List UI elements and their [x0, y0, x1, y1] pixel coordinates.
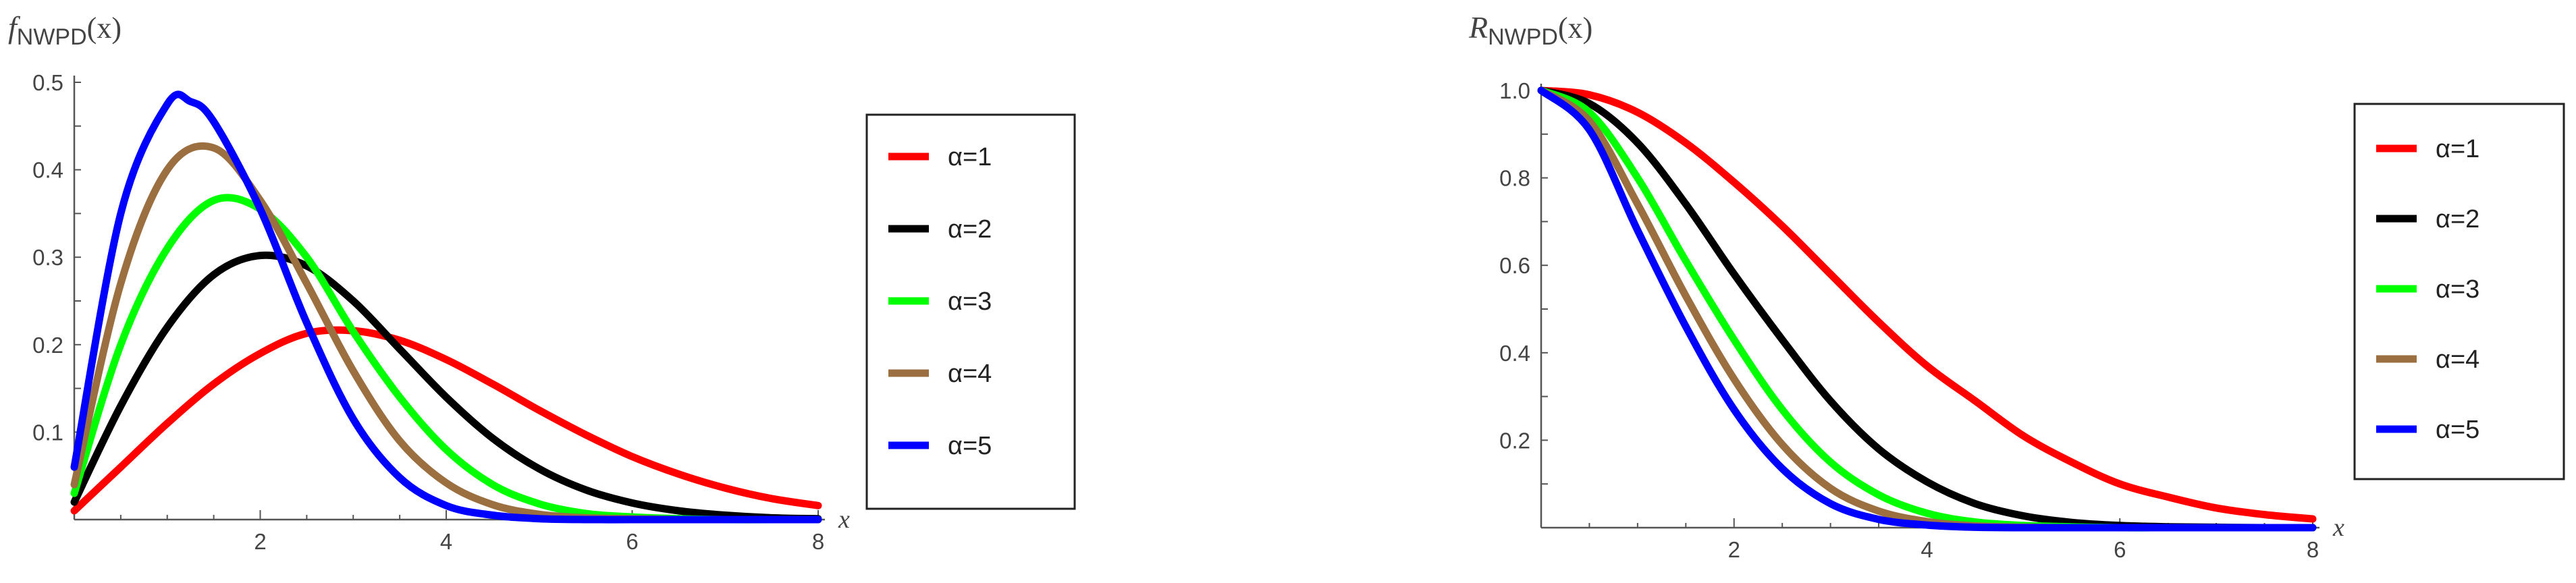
series-line-alpha-5 [1537, 86, 2317, 532]
x-tick-label: 6 [626, 529, 638, 554]
x-axis-label: x [838, 505, 850, 534]
x-tick-label: 2 [254, 529, 266, 554]
series-line-alpha-1 [1537, 86, 2317, 523]
y-tick-label: 1.0 [1499, 78, 1530, 103]
series-line-alpha-1 [70, 326, 822, 515]
x-tick-label: 8 [2307, 537, 2319, 562]
x-tick-label: 6 [2114, 537, 2126, 562]
y-tick-label: 0.8 [1499, 166, 1530, 191]
y-axis-label: fNWPD(x) [8, 10, 122, 50]
legend-entry: α=3 [2436, 275, 2479, 304]
y-tick-label: 0.3 [32, 245, 63, 270]
legend-entry: α=5 [948, 432, 992, 460]
series-line-alpha-5 [70, 90, 822, 524]
legend-entry: α=3 [948, 287, 992, 316]
series-line-alpha-3 [1537, 86, 2317, 532]
y-tick-label: 0.4 [1499, 341, 1530, 366]
series-line-alpha-4 [1537, 86, 2317, 532]
legend-entry: α=4 [948, 360, 992, 388]
series-line-alpha-2 [70, 251, 822, 523]
y-tick-label: 0.2 [1499, 428, 1530, 453]
y-tick-label: 0.1 [32, 420, 63, 445]
density-chart-panel: 2 4 6 8 0.1 0.2 0.3 0.4 0.5 fNWPD(x) x α=1 α=2 α=3 α=4… [8, 10, 1076, 554]
y-tick-label: 0.5 [32, 70, 63, 95]
y-tick-label: 0.2 [32, 333, 63, 358]
x-tick-label: 2 [1728, 537, 1740, 562]
reliability-chart-panel: 2 4 6 8 0.2 0.4 0.6 0.8 1.0 RNWPD(x) x α=1 α=2 α=3 α=4… [1288, 0, 2576, 583]
legend-entry: α=2 [948, 215, 992, 244]
legend-entry: α=2 [2436, 205, 2479, 233]
x-axis-label: x [2332, 513, 2344, 542]
density-chart: 2 4 6 8 0.1 0.2 0.3 0.4 0.5 fNWPD(x) x α=1 α=2 α=3 α=4… [8, 10, 1076, 554]
legend-entry: α=5 [2436, 416, 2479, 444]
series-line-alpha-2 [1537, 86, 2317, 532]
x-tick-label: 4 [440, 529, 452, 554]
legend-entry: α=1 [2436, 135, 2479, 163]
x-tick-label: 8 [812, 529, 824, 554]
x-tick-label: 4 [1921, 537, 1933, 562]
y-axis-label: RNWPD(x) [1468, 10, 1592, 50]
legend-entry: α=4 [2436, 345, 2479, 374]
y-tick-label: 0.4 [32, 158, 63, 183]
series-line-alpha-4 [70, 142, 822, 524]
reliability-chart: 2 4 6 8 0.2 0.4 0.6 0.8 1.0 RNWPD(x) x α=1 α=2 α=3 α=4… [1468, 10, 2565, 562]
legend-entry: α=1 [948, 143, 992, 171]
y-tick-label: 0.6 [1499, 253, 1530, 278]
